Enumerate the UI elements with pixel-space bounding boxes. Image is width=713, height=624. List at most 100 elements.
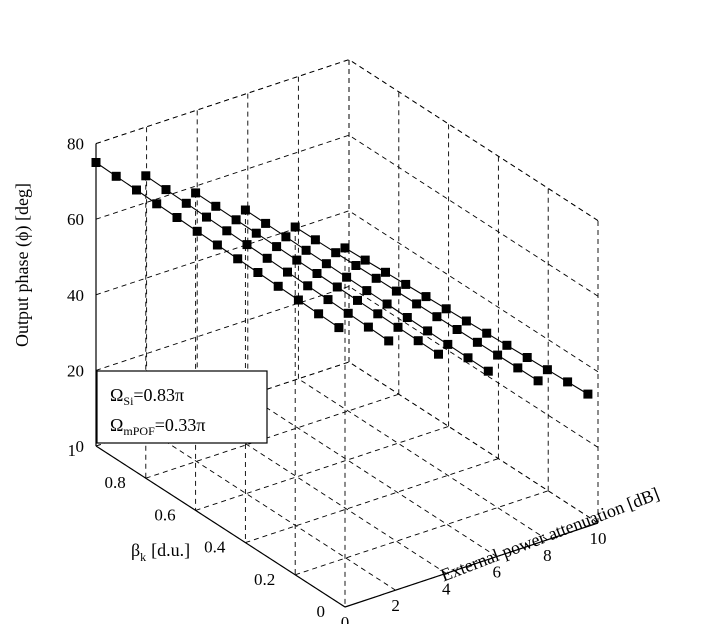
data-point [393,322,403,332]
y-tick-label: 0.8 [105,473,126,492]
data-point [303,281,313,291]
data-point [353,295,362,305]
data-point [402,313,412,322]
y-axis-label-symbol: β [131,540,140,560]
y-axis-label-tail: [d.u.] [151,540,190,560]
data-point [261,218,271,228]
grid [95,59,599,608]
x-tick-label: 4 [442,579,451,598]
data-point [482,328,492,338]
data-point [452,325,462,334]
data-point [441,304,451,314]
data-point [321,259,331,269]
data-point [583,389,593,399]
x-axis-line [344,522,599,608]
data-point [373,309,383,319]
data-point [331,248,341,258]
data-point [111,171,121,181]
data-point [371,273,381,283]
data-point [391,286,401,296]
data-point [323,295,333,305]
annotation-box: ΩSi=0.83π ΩmPOF=0.33π [96,370,268,444]
data-point [381,267,390,277]
grid-line [348,210,599,373]
z-tick-label: 80 [67,135,84,154]
series-0 [91,158,344,446]
svg-text:βk[d.u.]: βk [d.u.] [131,540,190,564]
data-point [542,365,552,375]
data-point [262,253,272,263]
data-point [292,255,302,265]
x-tick-label: 8 [543,546,552,565]
grid-line [95,134,350,220]
data-point [413,336,423,346]
annotation-line-1: ΩSi=0.83π [110,385,184,408]
data-point [283,267,292,277]
y-tick-label: 1 [68,441,77,460]
data-point [281,232,291,242]
data-point [382,299,392,309]
data-point [212,240,222,250]
x-tick-label: 0 [341,613,350,624]
data-point [301,245,311,255]
data-point [533,376,543,386]
grid-line [348,134,599,297]
data-point [181,198,191,208]
z-tick-label: 0 [76,437,85,456]
data-point [340,243,350,253]
y-axis-label-sub: k [140,550,146,564]
data-point [483,366,493,376]
data-point [432,312,442,322]
z-tick-label: 40 [67,286,84,305]
data-point [242,240,252,250]
data-point [384,336,394,346]
data-point [461,316,471,326]
tick-labels: 0 20 40 60 80 0 2 4 6 8 10 0 0.2 0.4 0.6 0.8 1 [67,135,607,624]
data-point [443,339,453,349]
data-point [434,349,443,359]
data-point [502,340,512,350]
y-axis-line [95,445,346,608]
data-point [191,188,201,198]
grid-line [95,285,350,371]
data-point [421,292,431,302]
data-point [91,158,101,167]
data-point [463,353,473,363]
data-point [423,326,433,336]
box-edge [348,59,599,221]
data-point [202,212,211,222]
data-point [351,261,361,270]
z-axis-label: Output phase (ϕ) [deg] [12,183,33,347]
data-point [233,254,243,264]
data-point [231,215,241,225]
box-edge [95,59,350,145]
data-point [342,272,352,282]
annotation-line-2: ΩmPOF=0.33π [110,415,206,438]
data-point [493,350,503,360]
grid-line [295,490,549,576]
series-2 [191,188,443,511]
data-point [334,323,344,333]
x-axis-label: External power attenuation [dB] [438,483,662,585]
y-axis-label: βk [d.u.] [131,540,190,564]
data-point [310,235,320,245]
y-tick-label: 0.4 [204,538,226,557]
data-point [290,222,300,232]
data-point [412,299,422,309]
x-tick-label: 10 [590,529,607,548]
data-point [472,337,482,347]
data-point [293,295,303,305]
z-tick-label: 60 [67,210,84,229]
data-point [211,201,221,211]
data-point [360,255,370,265]
series-5 [340,243,593,607]
data-point [161,185,171,195]
data-point [240,205,250,215]
data-point [522,353,532,362]
x-tick-label: 6 [493,563,502,582]
data-point [273,281,283,291]
data-point [272,242,282,252]
y-tick-label: 0 [317,602,326,621]
data-point [343,308,353,318]
